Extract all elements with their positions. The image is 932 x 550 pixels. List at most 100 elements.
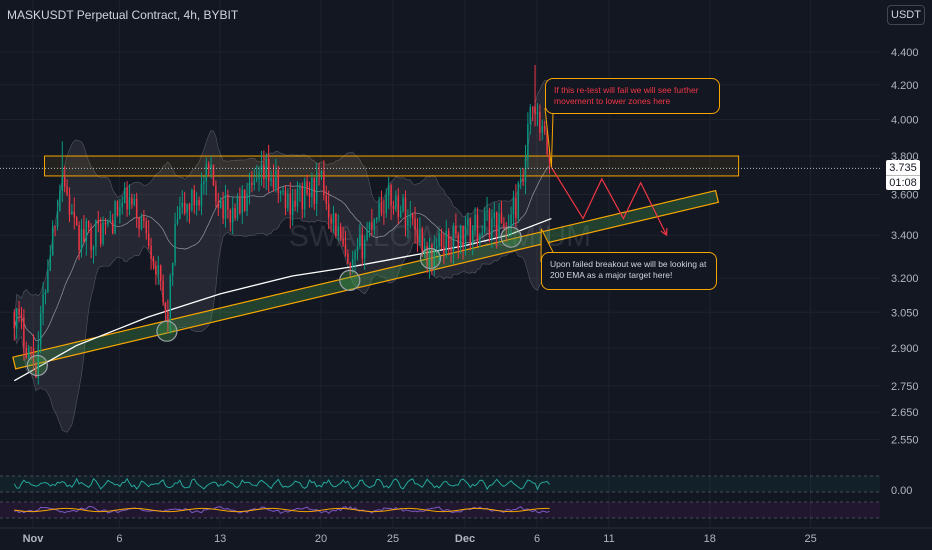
y-tick-label: 3.400 <box>891 230 919 242</box>
candle-body <box>49 255 52 271</box>
candle-body <box>138 217 140 230</box>
candle-body <box>152 258 155 266</box>
candle-body <box>495 212 498 237</box>
candle-body <box>503 223 505 228</box>
candle-body <box>140 216 143 230</box>
candle-body <box>351 259 354 266</box>
candle-body <box>51 226 54 256</box>
candle-body <box>73 211 76 218</box>
candle-body <box>217 201 220 208</box>
x-tick-label: 11 <box>603 533 614 545</box>
candle-body <box>450 247 452 252</box>
candle-body <box>92 247 95 250</box>
candle-body <box>32 347 35 364</box>
touch-point <box>339 269 361 292</box>
candle-body <box>63 177 66 187</box>
candle-body <box>390 184 392 206</box>
candle-body <box>143 216 145 221</box>
candle-body <box>277 169 280 194</box>
candle-body <box>308 193 311 197</box>
candle-body <box>18 308 20 315</box>
candle-body <box>527 124 529 159</box>
candle-body <box>332 213 335 224</box>
candle-body <box>387 184 390 196</box>
candle-body <box>325 195 328 204</box>
candle-body <box>330 217 332 224</box>
candle-body <box>363 240 366 259</box>
touch-point <box>156 320 178 342</box>
projection-arrowhead <box>660 228 668 237</box>
candle-body <box>66 186 68 195</box>
x-tick-label: 6 <box>534 533 540 545</box>
candle-body <box>445 230 448 254</box>
candle-body <box>519 178 522 183</box>
candle-body <box>95 219 97 248</box>
candle-body <box>23 317 25 348</box>
candle-body <box>80 229 83 251</box>
candle-body <box>327 203 330 218</box>
currency-button[interactable]: USDT <box>887 5 925 25</box>
candle-body <box>428 244 431 267</box>
candle-body <box>85 220 88 242</box>
candle-body <box>361 234 364 259</box>
candle-body <box>207 164 210 169</box>
projection-path <box>550 167 668 237</box>
candle-body <box>109 220 112 222</box>
candle-body <box>546 131 548 154</box>
candle-body <box>133 198 136 205</box>
candle-body <box>419 228 421 243</box>
projection-line <box>550 167 668 236</box>
candle-body <box>359 234 361 247</box>
candle-body <box>531 107 534 109</box>
candle-body <box>486 210 488 212</box>
candle-body <box>395 195 397 209</box>
candle-body <box>222 200 224 219</box>
candle-body <box>210 164 212 169</box>
candle-body <box>397 195 400 218</box>
candle-body <box>339 226 342 239</box>
candle-body <box>404 197 407 227</box>
candle-body <box>534 107 536 115</box>
candle-body <box>114 201 116 234</box>
oscillator-1-line <box>13 477 550 491</box>
oscillator-1-band <box>0 476 880 492</box>
candle-body <box>246 194 248 211</box>
candle-body <box>433 248 436 268</box>
candle-body <box>231 208 234 223</box>
candle-body <box>147 233 150 246</box>
touch-point <box>26 354 48 377</box>
candle-body <box>193 189 196 206</box>
x-tick-label: 13 <box>214 533 226 545</box>
candle-body <box>248 182 251 195</box>
candle-body <box>203 181 205 184</box>
candle-body <box>251 182 253 185</box>
candle-body <box>536 112 539 115</box>
candle-body <box>39 313 42 345</box>
candle-body <box>539 112 541 133</box>
y-tick-label: 4.400 <box>891 47 919 59</box>
candle-body <box>37 344 40 378</box>
time-axis: Nov 6 13 20 25 Dec 6 11 18 25 <box>0 527 932 545</box>
y-tick-label: 2.650 <box>891 407 919 419</box>
candle-body <box>13 312 16 329</box>
candle-body <box>287 193 289 209</box>
candle-body <box>243 189 246 211</box>
candle-body <box>44 291 47 295</box>
candle-body <box>323 171 325 196</box>
touch-point <box>500 226 522 248</box>
candle-body <box>270 178 272 181</box>
y-tick-label: 3.600 <box>891 189 919 201</box>
candle-body <box>315 173 318 204</box>
candle-body <box>455 226 457 235</box>
candle-body <box>440 233 443 247</box>
candle-body <box>78 224 80 251</box>
candle-body <box>284 190 287 209</box>
candle-body <box>435 246 438 249</box>
candle-body <box>306 181 308 194</box>
candle-body <box>407 217 409 227</box>
candle-body <box>27 346 30 358</box>
bar-countdown: 01:08 <box>886 175 920 190</box>
candle-body <box>128 197 131 210</box>
candle-body <box>335 213 337 236</box>
